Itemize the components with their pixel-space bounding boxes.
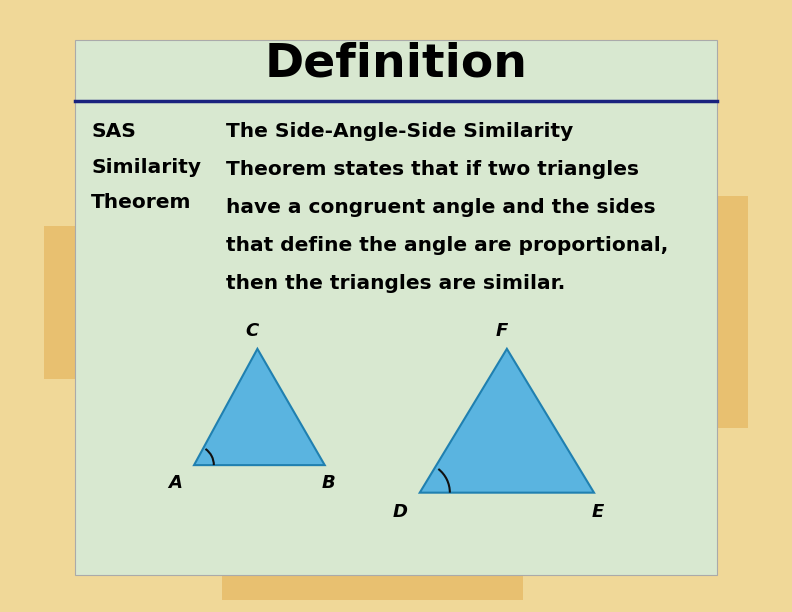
Text: SAS: SAS: [91, 122, 136, 141]
FancyBboxPatch shape: [75, 40, 717, 575]
Text: Similarity: Similarity: [91, 158, 201, 177]
FancyBboxPatch shape: [693, 196, 748, 428]
Text: C: C: [246, 322, 258, 340]
FancyBboxPatch shape: [222, 557, 523, 600]
Text: Theorem states that if two triangles: Theorem states that if two triangles: [226, 160, 638, 179]
Text: Definition: Definition: [265, 42, 527, 87]
Text: E: E: [592, 503, 604, 521]
Text: that define the angle are proportional,: that define the angle are proportional,: [226, 236, 668, 255]
FancyBboxPatch shape: [44, 226, 79, 379]
Text: F: F: [495, 322, 508, 340]
Text: The Side-Angle-Side Similarity: The Side-Angle-Side Similarity: [226, 122, 573, 141]
Text: Theorem: Theorem: [91, 193, 192, 212]
Polygon shape: [194, 349, 325, 465]
Text: B: B: [322, 474, 336, 492]
Text: then the triangles are similar.: then the triangles are similar.: [226, 274, 565, 293]
Text: A: A: [168, 474, 182, 492]
Text: D: D: [393, 503, 408, 521]
Polygon shape: [420, 349, 594, 493]
Text: have a congruent angle and the sides: have a congruent angle and the sides: [226, 198, 655, 217]
